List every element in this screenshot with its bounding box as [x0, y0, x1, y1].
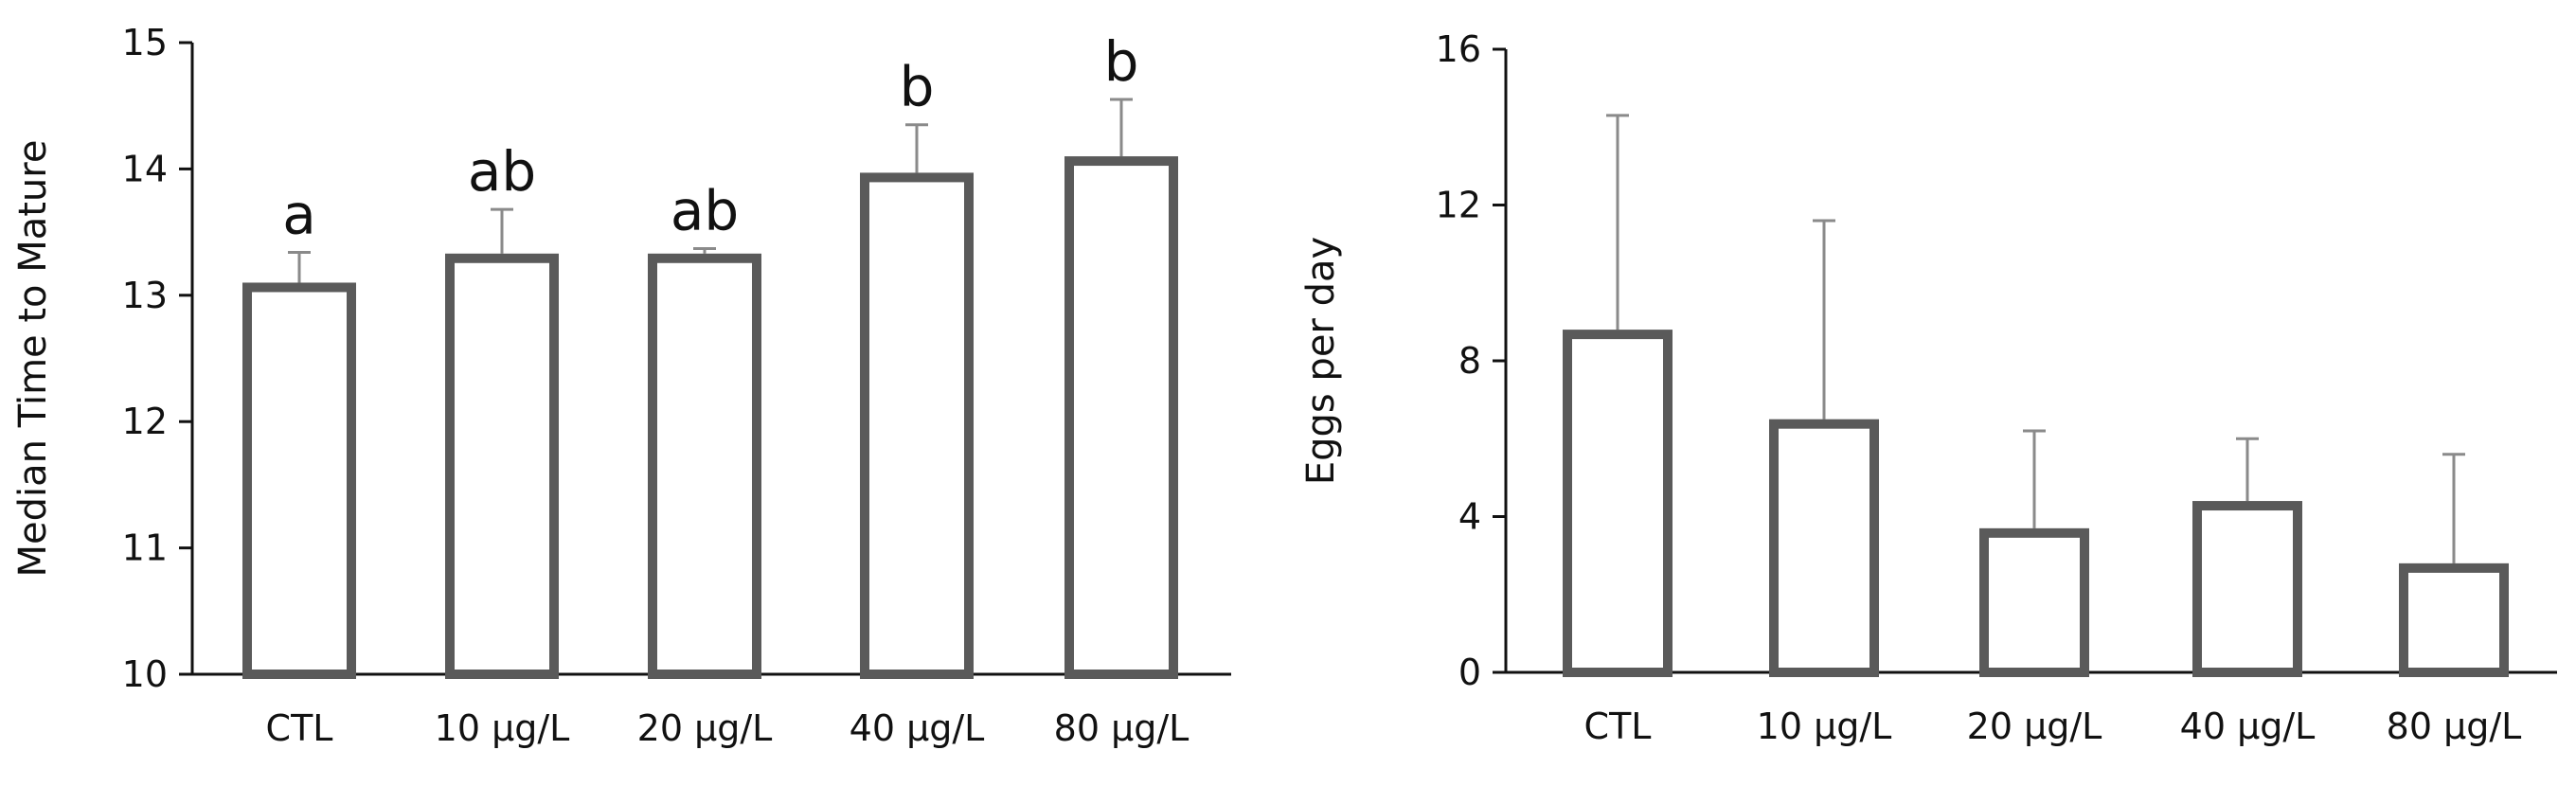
y-axis-title: Median Time to Mature [11, 140, 55, 578]
bar [1064, 156, 1178, 679]
x-category-label: 20 µg/L [637, 707, 773, 749]
y-tick-label: 13 [122, 275, 168, 316]
y-tick-label: 8 [1458, 340, 1481, 382]
x-category-label: 20 µg/L [1967, 706, 2102, 747]
y-tick-label: 10 [122, 653, 168, 695]
x-category-label: 10 µg/L [435, 707, 570, 749]
eggs-per-day-chart: 0 4 8 12 16 Eggs per day CTL 10 µg/L 20 µg/L 40 µ… [1299, 28, 2557, 747]
significance-letter: a [282, 182, 316, 246]
x-category-label: 40 µg/L [850, 707, 985, 749]
bar [860, 172, 974, 680]
x-category-label: 80 µg/L [1054, 707, 1190, 749]
x-category-label: 10 µg/L [1757, 706, 1892, 747]
significance-letter: ab [671, 178, 739, 242]
y-tick-label: 0 [1458, 652, 1481, 693]
y-axis-title: Eggs per day [1299, 237, 1343, 485]
bar [2192, 501, 2302, 677]
significance-letter: ab [468, 139, 536, 204]
y-tick-label: 14 [122, 148, 168, 189]
y-tick-label: 12 [1436, 185, 1481, 226]
significance-letter: b [1104, 29, 1139, 94]
y-tick-label: 11 [122, 527, 168, 569]
bar [1563, 330, 1673, 677]
x-category-label: CTL [1584, 706, 1652, 747]
y-tick-label: 4 [1458, 496, 1481, 538]
bar [2399, 563, 2509, 677]
median-time-chart: 10 11 12 13 14 15 Median Time to Mature CTL a 10 … [11, 22, 1231, 749]
y-tick-label: 15 [122, 22, 168, 63]
y-tick-label: 12 [122, 401, 168, 442]
x-category-label: 40 µg/L [2180, 706, 2316, 747]
bar [1979, 527, 2089, 678]
significance-letter: b [900, 55, 935, 119]
y-tick-label: 16 [1436, 28, 1481, 70]
bar [1769, 419, 1879, 677]
bar [648, 253, 761, 679]
bar [445, 253, 559, 679]
bar [242, 282, 356, 679]
x-category-label: CTL [266, 707, 333, 749]
x-category-label: 80 µg/L [2387, 706, 2522, 747]
